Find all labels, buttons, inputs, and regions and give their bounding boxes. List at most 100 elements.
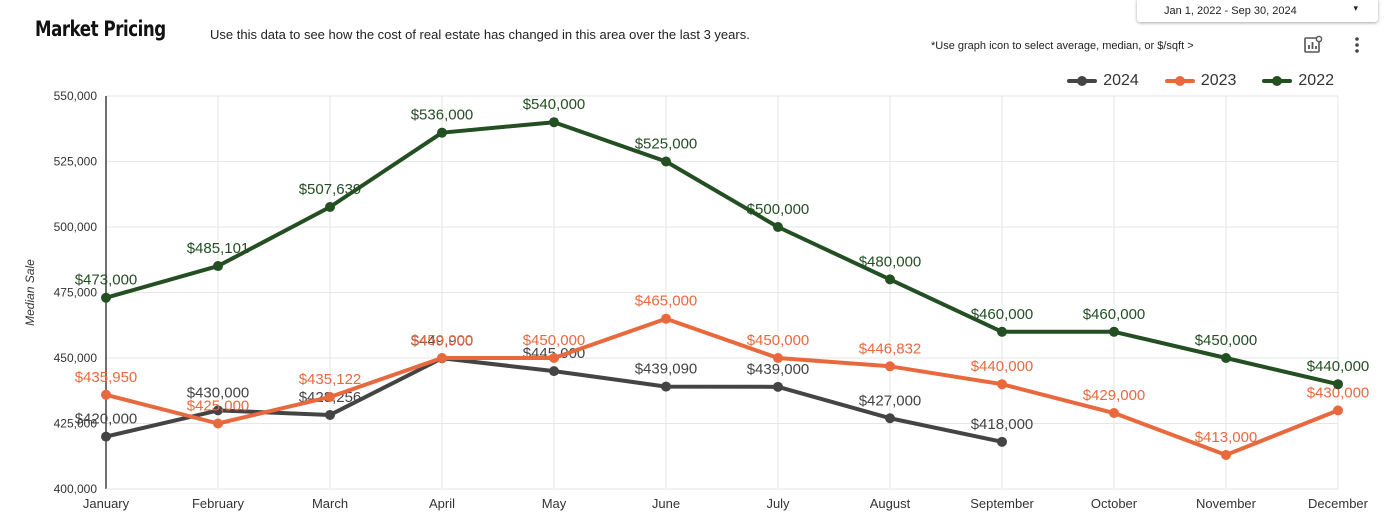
data-label-2022: $500,000 [747,201,810,218]
x-tick-label: December [1308,496,1369,511]
data-point-2022 [1109,326,1119,337]
data-point-2022 [661,156,671,167]
data-label-2022: $536,000 [411,107,474,124]
data-label-2023: $425,000 [187,398,250,415]
data-point-2024 [213,405,223,416]
chart-settings-icon [1304,35,1323,53]
data-label-2022: $480,000 [859,253,922,270]
more-vertical-icon [1355,37,1359,53]
x-tick-label: January [83,496,130,511]
data-label-2024: $420,000 [75,411,138,428]
data-point-2023 [885,361,895,372]
data-point-2024 [101,431,111,442]
more-options-button[interactable] [1346,34,1368,56]
data-point-2022 [885,274,895,285]
data-point-2022 [437,127,447,138]
data-label-2023: $450,000 [523,332,586,349]
data-point-2023 [325,391,335,402]
y-tick-label: 425,000 [54,417,98,431]
data-label-2022: $440,000 [1307,358,1370,375]
caret-down-icon: ▾ [1353,3,1358,13]
data-label-2024: $430,000 [187,384,250,401]
legend-item-2024[interactable]: 2024 [1067,72,1139,90]
chart-note: *Use graph icon to select average, media… [931,40,1194,52]
data-label-2024: $449,900 [411,332,474,349]
x-tick-label: September [970,496,1034,511]
legend-item-2022[interactable]: 2022 [1262,72,1334,90]
data-point-2024 [773,381,783,392]
data-label-2023: $413,000 [1195,429,1258,446]
data-label-2023: $446,832 [859,340,922,357]
x-tick-label: October [1091,496,1138,511]
data-point-2022 [101,292,111,303]
data-label-2023: $435,950 [75,369,138,386]
series-line-2023 [104,316,1340,457]
chart-settings-button[interactable] [1302,34,1324,56]
data-label-2022: $525,000 [635,136,698,153]
data-point-2022 [213,261,223,272]
data-point-2024 [661,381,671,392]
data-label-2023: $450,000 [747,332,810,349]
data-label-2023: $435,122 [299,371,362,388]
legend-swatch [1262,76,1293,86]
x-tick-label: February [192,496,245,511]
legend-label: 2024 [1103,72,1139,89]
legend-swatch [1067,76,1098,86]
data-point-2023 [1109,408,1119,419]
data-point-2023 [1221,449,1231,460]
data-label-2022: $485,101 [187,240,250,257]
data-point-2024 [549,366,559,377]
data-point-2023 [213,418,223,429]
x-tick-label: May [542,496,567,511]
legend-swatch [1164,76,1195,86]
data-point-2024 [885,413,895,424]
x-tick-label: August [870,496,911,511]
y-tick-label: 500,000 [54,220,98,234]
y-tick-label: 450,000 [54,351,98,365]
data-label-2023: $465,000 [635,293,698,310]
x-tick-label: June [652,496,680,511]
date-range-value: Jan 1, 2022 - Sep 30, 2024 [1164,5,1297,17]
legend-item-2023[interactable]: 2023 [1164,72,1237,90]
y-tick-label: 550,000 [54,89,98,103]
chart-legend: 2024 2023 2022 [1067,72,1334,90]
data-point-2022 [773,222,783,232]
data-label-2024: $418,000 [971,416,1034,433]
data-point-2024 [325,409,335,420]
x-tick-label: April [429,496,455,511]
data-label-2022: $460,000 [1083,306,1146,323]
data-label-2022: $460,000 [971,306,1034,323]
page-subtitle: Use this data to see how the cost of rea… [210,27,750,42]
series-line-2022 [104,120,1340,387]
data-point-2023 [997,379,1007,390]
legend-label: 2023 [1200,72,1237,89]
y-axis-label: Median Sale [23,259,37,326]
data-point-2022 [997,326,1007,337]
date-range-dropdown[interactable]: Jan 1, 2022 - Sep 30, 2024 ▾ [1137,0,1378,22]
data-point-2024 [997,436,1007,447]
data-label-2024: $427,000 [859,392,922,409]
data-label-2023: $430,000 [1307,384,1370,401]
y-tick-label: 475,000 [54,286,98,300]
data-point-2023 [1333,405,1343,416]
data-label-2022: $540,000 [523,96,586,113]
data-point-2023 [101,389,111,400]
y-tick-label: 400,000 [54,482,98,496]
data-label-2024: $439,090 [635,361,698,378]
x-tick-label: March [312,496,348,511]
data-point-2023 [549,353,559,363]
data-label-2022: $473,000 [75,272,138,289]
data-point-2022 [1221,353,1231,363]
data-point-2023 [437,353,447,363]
data-point-2023 [661,313,671,324]
x-tick-label: July [766,496,790,511]
data-label-2023: $429,000 [1083,387,1146,404]
x-tick-label: November [1196,496,1257,511]
legend-label: 2022 [1298,72,1334,89]
data-label-2023: $450,000 [411,332,474,349]
data-point-2022 [549,117,559,128]
data-point-2023 [773,353,783,363]
page-title: Market Pricing [35,17,166,41]
y-tick-label: 525,000 [54,155,98,169]
